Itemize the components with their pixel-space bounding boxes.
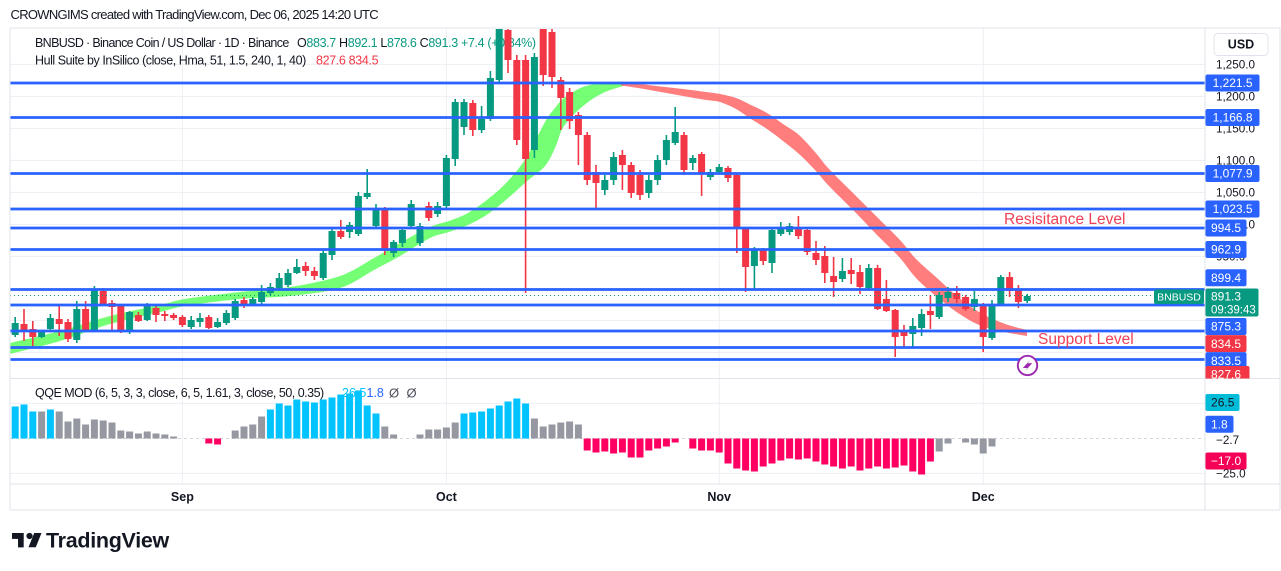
svg-text:Dec: Dec [972, 490, 995, 504]
svg-text:994.5: 994.5 [1211, 221, 1241, 235]
svg-text:26.5: 26.5 [342, 386, 366, 400]
svg-text:1,166.8: 1,166.8 [1213, 111, 1253, 125]
svg-text:BNBUSD · Binance Coin / US Dol: BNBUSD · Binance Coin / US Dollar · 1D ·… [35, 36, 289, 50]
svg-text:TradingView: TradingView [46, 529, 170, 553]
svg-text:827.6 834.5: 827.6 834.5 [316, 54, 379, 68]
svg-text:09:39:43: 09:39:43 [1211, 305, 1256, 317]
svg-text:BNBUSD: BNBUSD [1157, 292, 1201, 304]
svg-text:Support Level: Support Level [1038, 331, 1134, 348]
svg-text:Nov: Nov [707, 490, 731, 504]
svg-text:1,250.0: 1,250.0 [1216, 59, 1255, 72]
svg-text:1,077.9: 1,077.9 [1213, 167, 1253, 181]
svg-text:962.9: 962.9 [1211, 243, 1241, 257]
svg-text:−17.0: −17.0 [1211, 454, 1242, 468]
svg-text:899.4: 899.4 [1211, 271, 1241, 285]
svg-text:QQE MOD (6, 5, 3, 3, close, 6,: QQE MOD (6, 5, 3, 3, close, 6, 5, 1.61, … [35, 386, 324, 400]
svg-text:1,200.0: 1,200.0 [1216, 91, 1255, 104]
svg-text:1,023.5: 1,023.5 [1213, 202, 1253, 216]
svg-text:−2.7: −2.7 [1216, 434, 1239, 447]
svg-text:1.8: 1.8 [367, 386, 384, 400]
svg-text:891.3: 891.3 [1211, 290, 1241, 304]
svg-text:1.8: 1.8 [1211, 418, 1228, 432]
svg-text:Oct: Oct [436, 490, 458, 504]
svg-text:827.6: 827.6 [1211, 368, 1241, 382]
svg-text:−25.0: −25.0 [1216, 468, 1246, 481]
svg-text:833.5: 833.5 [1211, 354, 1241, 368]
svg-text:CROWNGIMS created with Trading: CROWNGIMS created with TradingView.com, … [11, 7, 379, 22]
svg-text:26.5: 26.5 [1211, 396, 1235, 410]
svg-text:Resisitance Level: Resisitance Level [1004, 211, 1125, 228]
svg-text:875.3: 875.3 [1211, 320, 1241, 334]
svg-text:1,050.0: 1,050.0 [1216, 187, 1255, 200]
svg-text:USD: USD [1228, 38, 1254, 52]
svg-text:834.5: 834.5 [1211, 337, 1241, 351]
svg-text:Hull Suite by InSilico (close,: Hull Suite by InSilico (close, Hma, 51, … [35, 54, 306, 68]
svg-text:1,221.5: 1,221.5 [1213, 76, 1253, 90]
svg-text:Sep: Sep [171, 490, 194, 504]
svg-text:1,100.0: 1,100.0 [1216, 155, 1255, 168]
svg-text:Ø: Ø [407, 386, 417, 401]
svg-text:Ø: Ø [389, 386, 399, 401]
